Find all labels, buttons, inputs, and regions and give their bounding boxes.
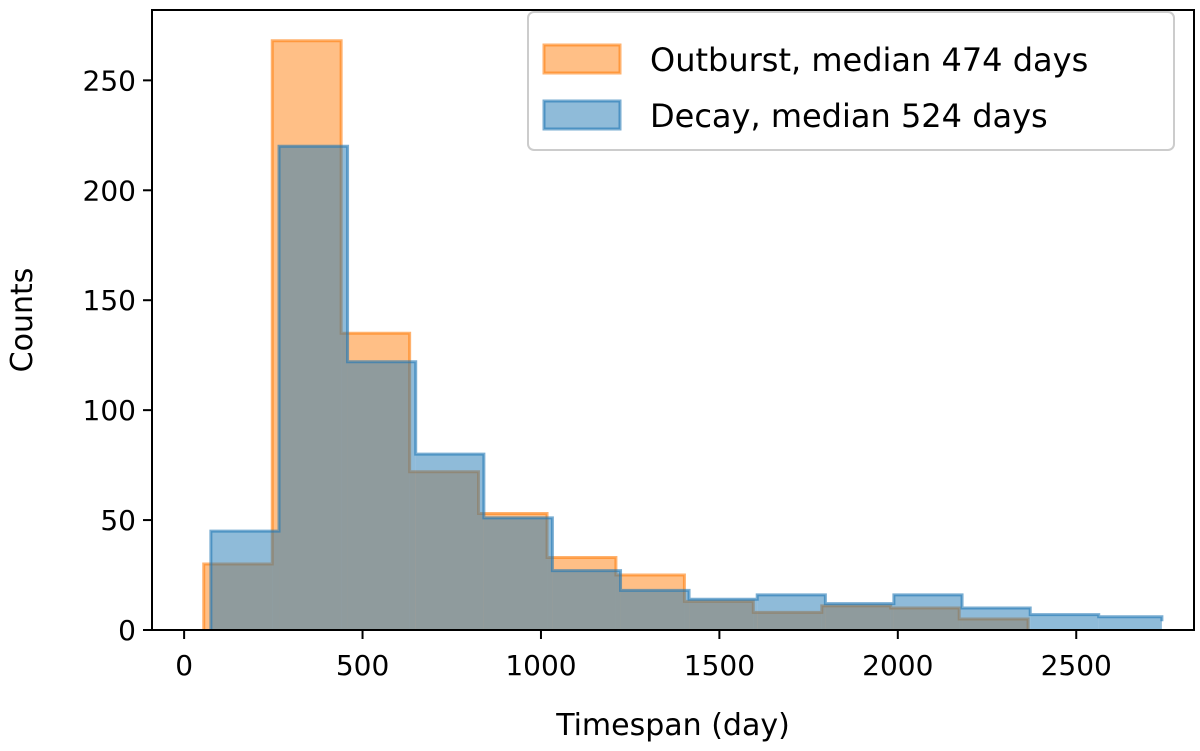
x-tick-label-1500: 1500 bbox=[684, 649, 755, 682]
y-tick-label-200: 200 bbox=[83, 174, 136, 207]
bar-decay-10 bbox=[893, 594, 963, 630]
plot-frame bbox=[151, 9, 1195, 631]
x-axis-ticks: 0 500 1000 1500 2000 2500 bbox=[175, 630, 1112, 682]
legend: Outburst, median 474 days Decay, median … bbox=[527, 11, 1175, 151]
bar-decay-6 bbox=[620, 590, 690, 630]
y-axis-label: Counts bbox=[5, 268, 40, 373]
x-tick-label-2500: 2500 bbox=[1041, 649, 1112, 682]
bar-decay-7 bbox=[689, 599, 758, 630]
y-tick-label-50: 50 bbox=[100, 504, 136, 537]
bar-decay-11 bbox=[962, 608, 1031, 630]
legend-label-decay: Decay, median 524 days bbox=[650, 97, 1048, 135]
y-tick-label-0: 0 bbox=[118, 614, 136, 647]
y-tick-label-150: 150 bbox=[83, 284, 136, 317]
bar-decay-2 bbox=[347, 361, 416, 630]
legend-label-outburst: Outburst, median 474 days bbox=[650, 41, 1088, 79]
x-tick-label-0: 0 bbox=[175, 649, 193, 682]
y-tick-label-100: 100 bbox=[83, 394, 136, 427]
bar-decay-3 bbox=[415, 454, 484, 630]
bar-decay-1 bbox=[279, 146, 348, 630]
y-axis-ticks: 0 50 100 150 200 250 bbox=[83, 64, 152, 647]
bar-decay-5 bbox=[552, 570, 621, 630]
bar-decay-9 bbox=[825, 603, 894, 630]
bars-layer bbox=[202, 39, 1164, 630]
x-tick-label-2000: 2000 bbox=[862, 649, 933, 682]
legend-swatch-decay bbox=[542, 99, 622, 131]
bar-decay-12 bbox=[1030, 614, 1099, 630]
bar-decay-13 bbox=[1098, 616, 1162, 630]
x-axis-label: Timespan (day) bbox=[555, 708, 790, 743]
outline-decay bbox=[209, 144, 1164, 630]
bar-decay-0 bbox=[210, 531, 280, 630]
x-tick-label-500: 500 bbox=[336, 649, 389, 682]
legend-box bbox=[527, 11, 1175, 151]
x-tick-label-1000: 1000 bbox=[505, 649, 576, 682]
bar-decay-4 bbox=[483, 517, 553, 630]
bar-decay-8 bbox=[757, 594, 826, 630]
y-tick-label-250: 250 bbox=[83, 64, 136, 97]
legend-swatch-outburst bbox=[542, 43, 622, 75]
